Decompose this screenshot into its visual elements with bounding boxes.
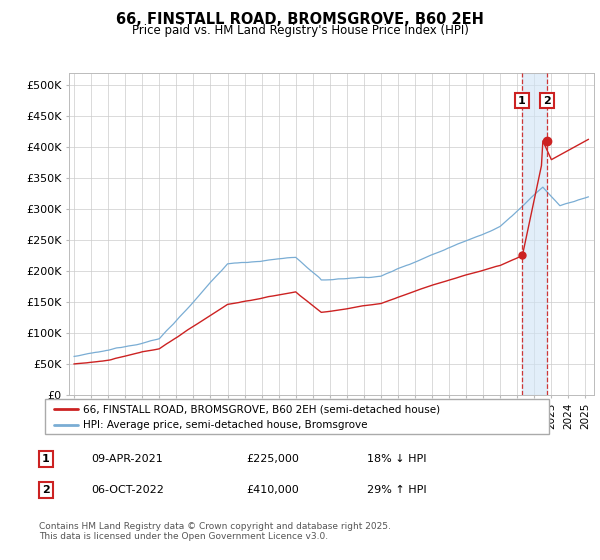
Text: £225,000: £225,000 <box>247 454 299 464</box>
Text: Contains HM Land Registry data © Crown copyright and database right 2025.
This d: Contains HM Land Registry data © Crown c… <box>39 522 391 542</box>
Text: 66, FINSTALL ROAD, BROMSGROVE, B60 2EH (semi-detached house): 66, FINSTALL ROAD, BROMSGROVE, B60 2EH (… <box>83 404 440 414</box>
Text: 1: 1 <box>518 96 526 106</box>
Text: 06-OCT-2022: 06-OCT-2022 <box>91 485 164 495</box>
Text: Price paid vs. HM Land Registry's House Price Index (HPI): Price paid vs. HM Land Registry's House … <box>131 24 469 36</box>
Text: 29% ↑ HPI: 29% ↑ HPI <box>367 485 426 495</box>
Text: HPI: Average price, semi-detached house, Bromsgrove: HPI: Average price, semi-detached house,… <box>83 421 367 430</box>
Text: 66, FINSTALL ROAD, BROMSGROVE, B60 2EH: 66, FINSTALL ROAD, BROMSGROVE, B60 2EH <box>116 12 484 27</box>
Bar <box>522 73 547 395</box>
Text: 09-APR-2021: 09-APR-2021 <box>91 454 163 464</box>
Text: £410,000: £410,000 <box>247 485 299 495</box>
Text: 1: 1 <box>41 454 49 464</box>
Text: 2: 2 <box>543 96 551 106</box>
Text: 2: 2 <box>41 485 49 495</box>
Text: 18% ↓ HPI: 18% ↓ HPI <box>367 454 426 464</box>
